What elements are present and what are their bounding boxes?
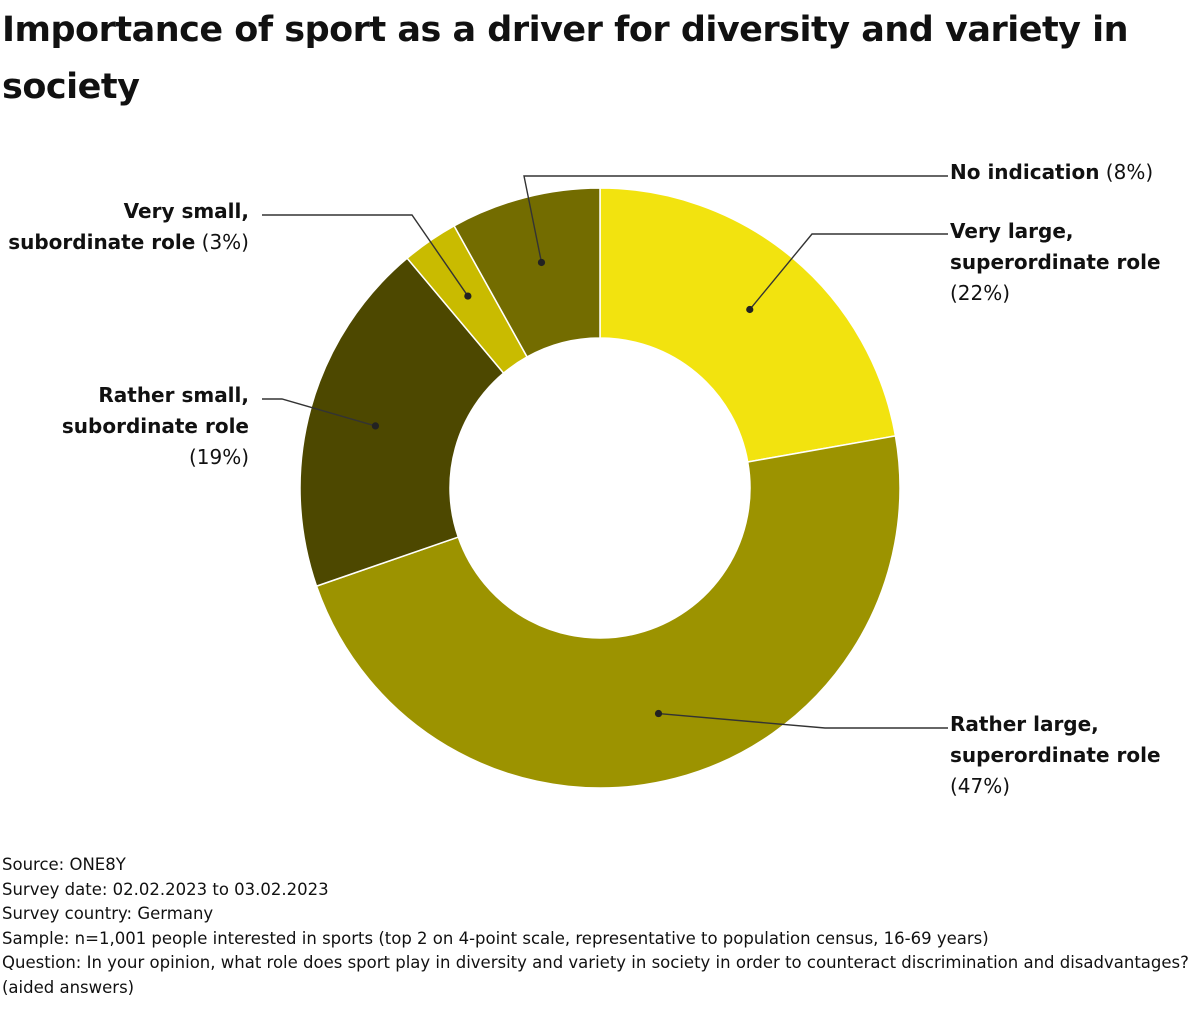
leader-dot-very-small-subordinate-role [464, 292, 472, 300]
slice-rather-large-superordinate-role [315, 435, 901, 789]
leader-line-rather-large-superordinate-role [658, 712, 948, 729]
survey-date-note: Survey date: 02.02.2023 to 03.02.2023 [2, 879, 329, 899]
leader-dot-very-large-superordinate-role [746, 305, 754, 314]
leader-line-very-large-superordinate-role [749, 233, 948, 310]
label-no-indication: No indication (8%) [950, 160, 1153, 184]
label-rather-small-subordinate-role: Rather small, subordinate role (19%) [62, 383, 249, 469]
leader-dot-no-indication [537, 258, 546, 267]
donut-chart: Very large, superordinate role (22%) Rather… [8, 160, 1161, 798]
chart-footer: Source: ONE8Y Survey date: 02.02.2023 to… [2, 853, 1198, 1000]
leader-line-very-small-subordinate-role [262, 214, 469, 297]
source-note: Source: ONE8Y [2, 855, 126, 874]
slice-rather-small-subordinate-role [299, 257, 505, 588]
sample-note: Sample: n=1,001 people interested in spo… [2, 928, 989, 948]
leader-line-no-indication [523, 175, 948, 263]
question-note: Question: In your opinion, what role doe… [2, 953, 1189, 997]
label-very-large-superordinate-role: Very large, superordinate role (22%) [950, 219, 1161, 305]
label-rather-large-superordinate-role: Rather large, superordinate role (47%) [950, 712, 1161, 798]
leader-line-rather-small-subordinate-role [262, 398, 376, 427]
survey-country-note: Survey country: Germany [2, 904, 214, 923]
chart-title: Importance of sport as a driver for dive… [2, 10, 1129, 107]
label-very-small-subordinate-role: Very small, subordinate role (3%) [8, 199, 249, 254]
leader-dot-rather-large-superordinate-role [654, 709, 663, 718]
slice-very-large-superordinate-role [599, 187, 897, 463]
slice-no-indication [453, 187, 601, 358]
leader-dot-rather-small-subordinate-role [371, 422, 380, 430]
